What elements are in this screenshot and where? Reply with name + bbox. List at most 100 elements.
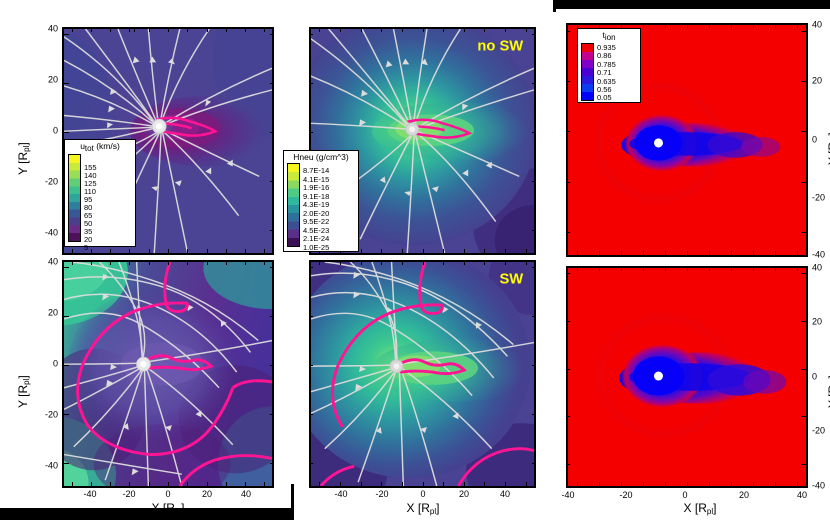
- panel-ionization-sw[interactable]: [566, 266, 808, 488]
- x-axis-label-text: X [R: [151, 501, 175, 515]
- tick-mark: [71, 482, 73, 488]
- tick-mark: [270, 463, 274, 465]
- tick-mark: [339, 27, 341, 32]
- tick-mark: [129, 27, 131, 32]
- tick-mark: [797, 23, 798, 28]
- annotation-sw-text: SW: [499, 272, 523, 288]
- legend-tick: 4.5E-23: [303, 225, 330, 235]
- x-axis-label-tail: ]: [436, 501, 440, 515]
- tick-mark: [401, 27, 403, 32]
- tick-mark: [62, 414, 69, 416]
- ytick-label: -20: [812, 425, 826, 436]
- tick-mark: [264, 27, 266, 32]
- tick-mark: [270, 365, 274, 367]
- tick-mark: [168, 27, 169, 32]
- tick-mark: [339, 260, 341, 265]
- tick-mark: [129, 482, 131, 488]
- tick-mark: [484, 260, 486, 265]
- tick-mark: [422, 482, 424, 488]
- legend-tick: 1.0E-25: [303, 242, 330, 252]
- y-axis-label-top-right: Y [Rpl]: [826, 132, 830, 165]
- tick-mark: [665, 266, 666, 271]
- tick-mark: [309, 132, 313, 134]
- tick-mark: [270, 316, 274, 318]
- xtick-label: -40: [83, 489, 97, 499]
- tick-mark: [381, 249, 383, 255]
- tick-mark: [381, 482, 383, 488]
- tick-mark: [566, 416, 570, 418]
- legend-density-labels: 8.7E-14 4.1E-15 1.9E-16 9.1E-18 4.3E-19 …: [303, 163, 329, 252]
- tick-mark: [129, 249, 131, 255]
- xtick-label: -40: [561, 490, 575, 500]
- legend-tick: 1.9E-16: [303, 183, 330, 192]
- legend-ionization[interactable]: tion 0.935 0.86 0.785 0.71 0.635 0.56 0.…: [577, 28, 641, 103]
- tick-mark: [270, 414, 274, 416]
- legend-tick: 110: [84, 187, 96, 197]
- tick-mark: [566, 368, 570, 370]
- legend-tick: 0.935: [597, 43, 616, 52]
- legend-velocity-colorbar: [68, 154, 81, 242]
- legend-velocity[interactable]: utot (km/s) 155 140 125 110 95 80 65 50 …: [64, 139, 136, 251]
- panel-density-sw-plot: SW: [311, 262, 534, 486]
- tick-mark: [381, 260, 383, 265]
- tick-mark: [577, 482, 578, 488]
- xtick-label: 0: [682, 490, 688, 500]
- x-axis-label-right: X [Rpl]: [684, 501, 717, 516]
- tick-mark: [753, 266, 754, 271]
- legend-density[interactable]: Hneu (g/cm^3) 8.7E-14 4.1E-15 1.9E-16 9.…: [283, 150, 359, 252]
- tick-mark: [643, 23, 644, 28]
- panel-density-sw[interactable]: SW: [309, 260, 536, 488]
- legend-velocity-labels: 155 140 125 110 95 80 65 50 35 20 5: [84, 154, 97, 253]
- tick-mark: [225, 482, 227, 488]
- tick-mark: [443, 482, 445, 488]
- legend-tick: 4.3E-19: [303, 200, 330, 209]
- tick-mark: [484, 482, 486, 488]
- tick-mark: [566, 320, 570, 322]
- tick-mark: [775, 23, 776, 28]
- tick-mark: [443, 260, 445, 265]
- panel-density-no-sw-plot: no SW: [311, 29, 534, 253]
- streamlines-velocity-no-sw: [64, 29, 272, 253]
- panel-velocity-sw[interactable]: [62, 260, 274, 488]
- tick-mark: [90, 27, 92, 32]
- y-axis-label-sub: pl: [22, 145, 31, 152]
- tick-mark: [665, 482, 666, 488]
- tick-mark: [270, 83, 274, 85]
- legend-tick: 0.635: [597, 76, 616, 86]
- tick-mark: [264, 482, 266, 488]
- ytick-label: -40: [812, 480, 826, 491]
- legend-tick: 2.0E-20: [303, 208, 330, 218]
- tick-mark: [401, 482, 403, 488]
- tick-mark: [532, 34, 536, 36]
- tick-mark: [62, 83, 69, 85]
- tick-mark: [168, 249, 169, 255]
- tick-mark: [665, 23, 666, 28]
- tick-mark: [532, 230, 536, 232]
- xtick-label: 20: [458, 489, 470, 499]
- tick-mark: [525, 27, 527, 32]
- legend-ionization-colorbar: [581, 43, 594, 101]
- tick-mark: [566, 231, 570, 233]
- tick-mark: [264, 249, 266, 255]
- tick-mark: [62, 365, 69, 367]
- legend-tick: 0.05: [597, 93, 612, 103]
- tick-mark: [709, 482, 710, 488]
- tick-mark: [422, 260, 424, 265]
- tick-mark: [270, 132, 274, 134]
- legend-density-colorbar: [287, 163, 300, 247]
- tick-mark: [801, 320, 808, 322]
- tick-mark: [801, 80, 808, 82]
- tick-mark: [148, 249, 150, 255]
- tick-mark: [801, 131, 808, 133]
- tick-mark: [505, 249, 507, 255]
- tick-mark: [532, 267, 536, 269]
- tick-mark: [339, 482, 341, 488]
- tick-mark: [168, 482, 169, 488]
- x-axis-label-sub: pl: [706, 507, 714, 516]
- x-axis-label-middle: X [Rpl]: [407, 501, 440, 516]
- tick-mark: [422, 249, 424, 255]
- y-axis-label-tail: ]: [16, 375, 30, 379]
- tick-mark: [505, 260, 507, 265]
- tick-mark: [532, 181, 536, 183]
- x-axis-label-sub: pl: [174, 507, 182, 516]
